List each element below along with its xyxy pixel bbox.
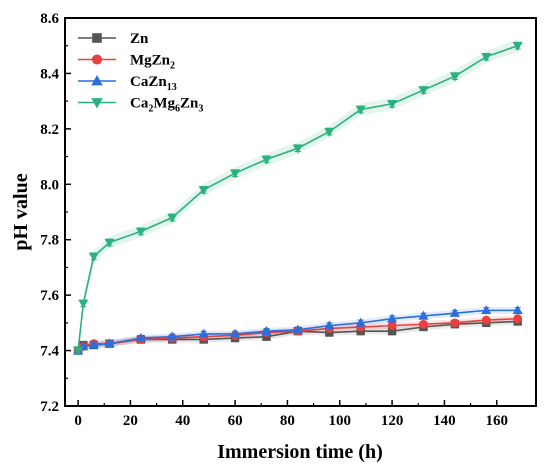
data-point bbox=[292, 324, 303, 334]
data-point bbox=[387, 313, 398, 323]
data-point bbox=[167, 331, 178, 341]
legend-label: MgZn2 bbox=[130, 53, 175, 72]
x-tick-label: 20 bbox=[123, 413, 138, 429]
data-point bbox=[198, 186, 209, 196]
data-point bbox=[418, 310, 429, 320]
data-point bbox=[481, 315, 491, 325]
data-point bbox=[355, 105, 366, 115]
x-tick-label: 120 bbox=[381, 413, 404, 429]
data-point bbox=[481, 305, 492, 315]
data-point bbox=[387, 100, 398, 110]
data-point bbox=[512, 41, 523, 51]
series-Ca2Mg6Zn3 bbox=[73, 41, 523, 356]
data-point bbox=[513, 314, 523, 324]
data-point bbox=[88, 252, 99, 262]
y-tick-label: 8.4 bbox=[40, 66, 59, 82]
legend-marker bbox=[92, 33, 102, 43]
data-point bbox=[292, 144, 303, 154]
x-tick-label: 80 bbox=[280, 413, 295, 429]
legend-marker bbox=[91, 54, 103, 65]
data-point bbox=[230, 328, 241, 338]
data-point bbox=[104, 338, 115, 348]
axes: 0 20 40 60 80 100 120 140 160 7.2 7.4 7.6 7.8 8.0 8.2 8… bbox=[40, 11, 508, 429]
x-tick-label: 40 bbox=[175, 413, 190, 429]
data-point bbox=[481, 53, 492, 63]
data-point bbox=[324, 320, 335, 330]
x-axis-title: Immersion time (h) bbox=[217, 441, 383, 463]
legend-item: Zn bbox=[78, 31, 149, 47]
legend-item: MgZn2 bbox=[78, 53, 175, 72]
x-tick-label: 0 bbox=[74, 413, 82, 429]
series-CaZn13 bbox=[73, 305, 523, 355]
y-tick-label: 8.2 bbox=[40, 122, 59, 138]
data-point bbox=[261, 325, 272, 335]
legend-label: Ca2Mg6Zn3 bbox=[130, 96, 203, 115]
data-point bbox=[198, 328, 209, 338]
y-tick-label: 7.4 bbox=[40, 344, 59, 360]
data-point bbox=[387, 321, 397, 331]
x-tick-label: 160 bbox=[486, 413, 509, 429]
data-point bbox=[230, 169, 241, 179]
data-point bbox=[261, 155, 272, 165]
data-point bbox=[167, 213, 178, 223]
legend-marker bbox=[91, 98, 103, 109]
series-line bbox=[77, 44, 518, 351]
y-tick-label: 8.6 bbox=[40, 11, 59, 27]
y-tick-label: 7.6 bbox=[40, 288, 59, 304]
data-point bbox=[104, 238, 115, 248]
legend-item: CaZn13 bbox=[78, 74, 177, 93]
data-point bbox=[355, 317, 366, 327]
x-tick-label: 140 bbox=[433, 413, 456, 429]
data-point bbox=[512, 305, 523, 315]
data-point bbox=[418, 86, 429, 96]
y-tick-label: 7.8 bbox=[40, 233, 59, 249]
data-point bbox=[135, 332, 146, 342]
data-point bbox=[135, 227, 146, 237]
data-point bbox=[419, 319, 428, 329]
legend-label: Zn bbox=[130, 31, 149, 47]
series-layer bbox=[73, 41, 523, 356]
x-tick-label: 60 bbox=[228, 413, 243, 429]
data-point bbox=[449, 72, 460, 82]
error-band bbox=[78, 318, 518, 354]
y-tick-label: 7.2 bbox=[40, 399, 59, 415]
data-point bbox=[387, 326, 397, 336]
x-tick-label: 100 bbox=[329, 413, 352, 429]
legend-item: Ca2Mg6Zn3 bbox=[78, 96, 203, 115]
legend: Zn MgZn2 CaZn13 Ca2Mg6Zn3 bbox=[78, 31, 203, 115]
data-point bbox=[73, 346, 84, 356]
y-tick-label: 8.0 bbox=[40, 177, 59, 193]
data-point bbox=[88, 339, 99, 349]
data-point bbox=[450, 318, 460, 328]
legend-label: CaZn13 bbox=[130, 74, 177, 93]
legend-marker bbox=[91, 75, 103, 86]
y-axis-title: pH value bbox=[10, 173, 32, 250]
data-point bbox=[324, 127, 335, 137]
data-point bbox=[449, 307, 460, 317]
data-point bbox=[78, 299, 89, 309]
